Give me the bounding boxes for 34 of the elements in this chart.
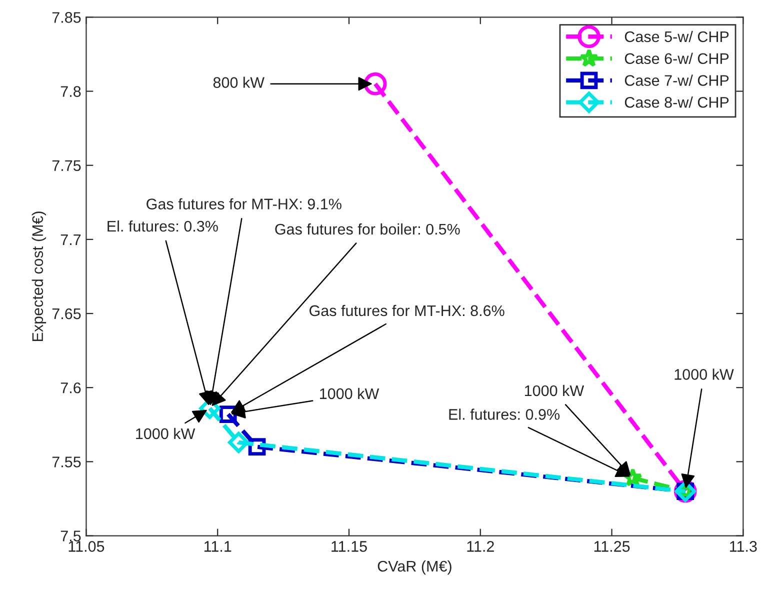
legend-label: Case 8-w/ CHP — [624, 96, 729, 108]
point — [219, 406, 237, 423]
annotation: 800 kW — [213, 76, 264, 88]
y-axis-title: Expected cost (M€) — [32, 212, 46, 342]
legend-label: Case 5-w/ CHP — [624, 30, 729, 42]
annotation: 1000 kW — [320, 388, 380, 400]
annotation: Gas futures for MT-HX: 8.6% — [310, 304, 504, 316]
legend-label: Case 6-w/ CHP — [624, 52, 729, 64]
x-tick-label: 11.2 — [467, 541, 494, 552]
legend-label: Case 7-w/ CHP — [624, 74, 729, 86]
x-tick-label: 11.15 — [332, 541, 367, 552]
y-tick-label: 7.5 — [60, 530, 81, 542]
y-tick-label: 7.8 — [60, 86, 81, 97]
x-tick-label: 11.05 — [68, 541, 104, 552]
annotation: El. futures: 0.9% — [449, 408, 560, 420]
x-tick-label: 11.1 — [204, 541, 232, 552]
x-axis-title: CVaR (M€) — [378, 560, 452, 575]
point — [228, 432, 250, 453]
annotation: Gas futures for boiler: 0.5% — [275, 223, 460, 235]
y-tick-label: 7.75 — [52, 160, 81, 172]
point — [364, 72, 387, 96]
y-tick-label: 7.7 — [60, 234, 81, 245]
y-tick-label: 7.65 — [52, 308, 81, 320]
y-tick-label: 7.85 — [52, 12, 81, 23]
y-tick-label: 7.55 — [52, 456, 81, 468]
annotation: El. futures: 0.3% — [108, 220, 218, 232]
point — [623, 468, 642, 486]
x-tick-label: 11.3 — [730, 541, 757, 552]
y-tick-label: 7.6 — [60, 382, 81, 394]
x-tick-label: 11.25 — [594, 541, 630, 552]
annotation: Gas futures for MT-HX: 9.1% — [146, 198, 342, 210]
annotation: 1000 kW — [674, 368, 734, 380]
annotation: 1000 kW — [136, 428, 196, 440]
annotation: 1000 kW — [524, 384, 584, 396]
